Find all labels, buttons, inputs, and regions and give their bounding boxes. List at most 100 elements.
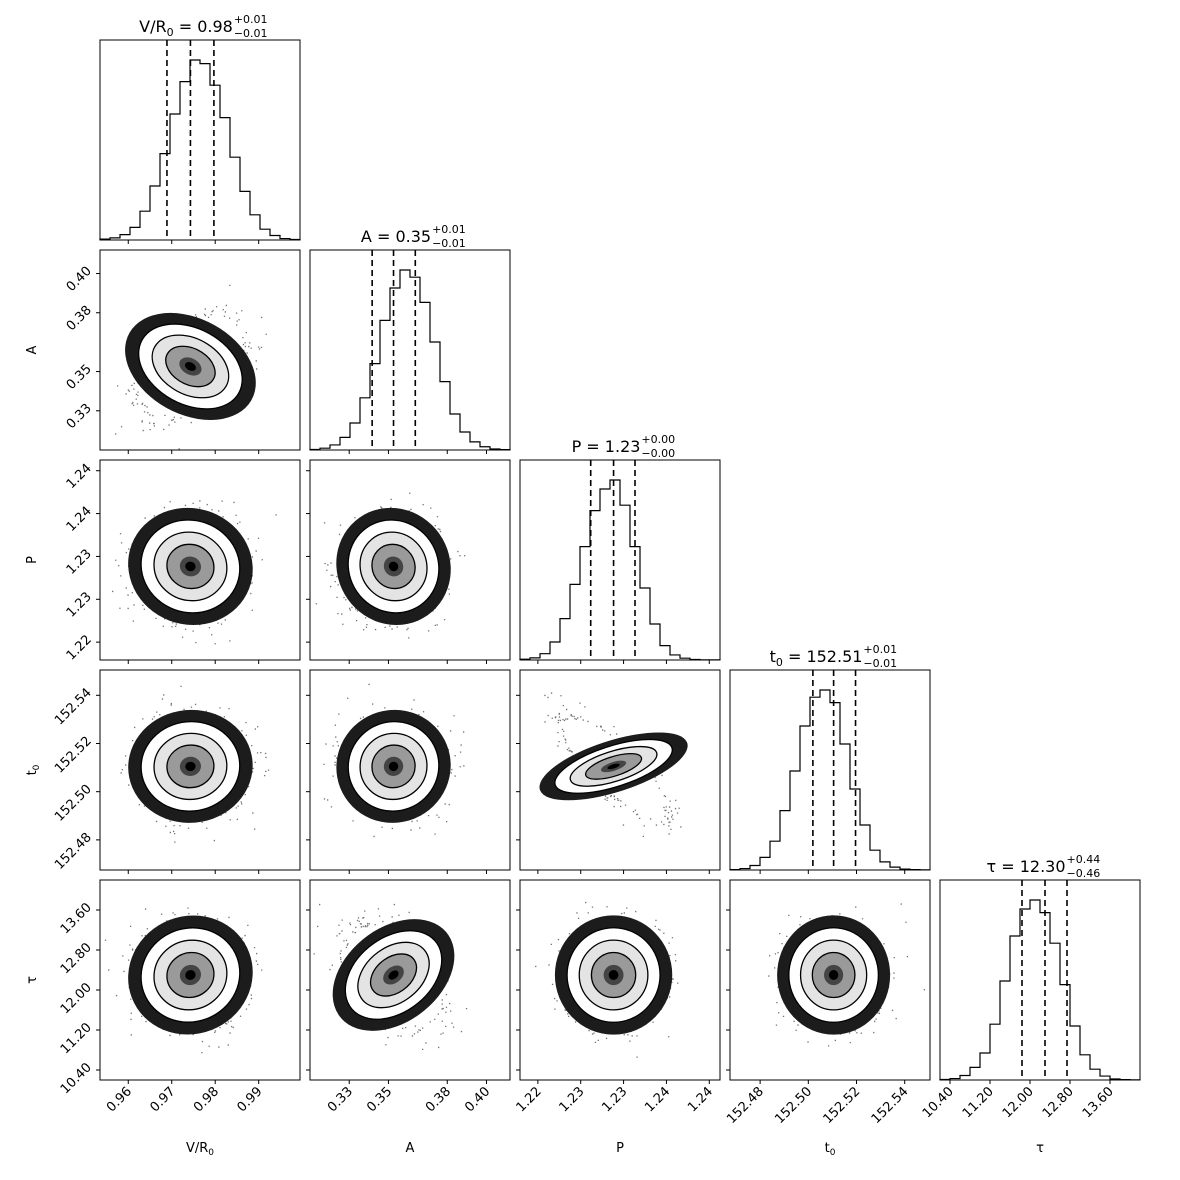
title-A: A = 0.35 <box>361 227 431 246</box>
scatter-panel-V-tau: 0.96 0.97 0.98 0.99 10.4011.2012.0012.8013.6… <box>58 879 301 1115</box>
panel-frame <box>99 669 301 871</box>
panel-frame <box>309 459 511 661</box>
histogram-tau <box>939 899 1141 1081</box>
panel-frame <box>729 879 931 1081</box>
x-tick-label-P: 1.22 <box>514 1084 545 1115</box>
hist-panel-t0: t0 = 152.51 +0.01−0.01 <box>729 643 931 874</box>
scatter-panel-P-tau: 1.22 1.23 1.23 1.24 1.24 <box>514 879 721 1115</box>
title-minus-tau: −0.46 <box>1067 867 1101 880</box>
x-axis-label-V: V/R0 <box>186 1141 214 1158</box>
y-tick-label-P: 1.24 <box>64 504 95 535</box>
scatter-panel-A-P <box>306 459 511 664</box>
panel-frame <box>99 249 301 451</box>
title-plus-V: +0.01 <box>234 13 268 26</box>
y-tick-label-tau: 13.60 <box>58 900 95 937</box>
panel-frame <box>99 879 301 1081</box>
x-axis-label-A: A <box>406 1141 415 1156</box>
x-tick-label-t0: 152.50 <box>772 1084 815 1127</box>
x-tick-label-A: 0.35 <box>364 1084 395 1115</box>
hist-panel-P: P = 1.23 +0.00−0.00 <box>519 433 721 664</box>
title-plus-tau: +0.44 <box>1067 853 1101 866</box>
density-peak <box>388 970 399 980</box>
x-tick-label-tau: 11.20 <box>960 1084 997 1121</box>
y-axis-label-A: A <box>25 345 40 354</box>
scatter-panel-V-A: 0.33 0.35 0.38 0.40 <box>64 249 301 454</box>
panel-frame <box>519 879 721 1081</box>
x-tick-label-A: 0.38 <box>423 1084 454 1115</box>
panel-frame <box>99 39 301 241</box>
x-tick-label-t0: 152.54 <box>869 1084 912 1127</box>
scatter-panel-V-t0: 152.48 152.50 152.52 152.54 <box>52 669 301 874</box>
panel-frame <box>729 669 931 871</box>
hist-panel-A: A = 0.35 +0.01−0.01 <box>309 223 511 454</box>
density-peak <box>185 970 196 980</box>
panel-frame <box>309 879 511 1081</box>
x-axis-label-P: P <box>616 1141 624 1156</box>
y-tick-label-tau: 12.00 <box>58 980 95 1017</box>
histogram-t0 <box>729 689 931 871</box>
x-tick-label-P: 1.23 <box>556 1084 587 1115</box>
y-tick-label-t0: 152.50 <box>52 782 95 825</box>
panel-frame <box>99 459 301 661</box>
title-tau: τ = 12.30 <box>986 857 1065 876</box>
x-tick-label-P: 1.24 <box>642 1084 673 1115</box>
density-peak <box>607 763 620 770</box>
scatter-panel-A-tau: 0.33 0.35 0.38 0.40 <box>306 879 511 1115</box>
x-tick-label-P: 1.23 <box>599 1084 630 1115</box>
y-axis-label-t0: t0 <box>25 764 42 775</box>
histogram-P <box>519 479 721 661</box>
x-tick-label-V: 0.98 <box>191 1084 222 1115</box>
hist-panel-tau: τ = 12.30 +0.44−0.46 10.40 11.20 12.00 12.80 1… <box>920 853 1141 1121</box>
panel-frame <box>519 669 721 871</box>
title-minus-A: −0.01 <box>432 237 466 250</box>
y-tick-label-A: 0.35 <box>64 362 95 393</box>
y-tick-label-A: 0.40 <box>64 264 95 295</box>
density-peak <box>185 561 196 572</box>
density-peak <box>388 561 399 572</box>
density-peak <box>388 761 399 772</box>
y-tick-label-P: 1.24 <box>64 461 95 492</box>
y-tick-label-tau: 10.40 <box>58 1060 95 1097</box>
title-plus-t0: +0.01 <box>863 643 897 656</box>
x-tick-label-t0: 152.48 <box>724 1084 767 1127</box>
scatter-panel-A-t0 <box>306 669 511 874</box>
y-tick-label-t0: 152.48 <box>52 830 95 873</box>
y-tick-label-A: 0.38 <box>64 303 95 334</box>
x-axis-label-tau: τ <box>1036 1141 1044 1156</box>
title-minus-P: −0.00 <box>641 447 675 460</box>
density-peak <box>828 970 839 980</box>
scatter-panel-P-t0 <box>516 669 721 874</box>
title-P: P = 1.23 <box>572 437 641 456</box>
histogram-V <box>99 59 301 241</box>
x-tick-label-tau: 12.80 <box>1040 1084 1077 1121</box>
x-tick-label-t0: 152.52 <box>821 1084 864 1127</box>
y-tick-label-P: 1.23 <box>64 547 95 578</box>
y-tick-label-t0: 152.52 <box>52 734 95 777</box>
y-tick-label-P: 1.22 <box>64 632 95 663</box>
x-tick-label-A: 0.40 <box>462 1084 493 1115</box>
panel-frame <box>309 249 511 451</box>
density-peak <box>185 761 196 772</box>
density-peak <box>185 362 196 371</box>
scatter-panel-V-P: 1.22 1.23 1.23 1.24 1.24 <box>64 459 301 664</box>
hist-panel-V: V/R0 = 0.98 +0.01−0.01 <box>99 13 301 244</box>
x-tick-label-P: 1.24 <box>685 1084 716 1115</box>
title-V: V/R0 = 0.98 <box>139 17 233 39</box>
y-tick-label-tau: 12.80 <box>58 940 95 977</box>
x-tick-label-tau: 10.40 <box>920 1084 957 1121</box>
x-tick-label-A: 0.33 <box>325 1084 356 1115</box>
title-minus-V: −0.01 <box>234 27 268 40</box>
y-tick-label-A: 0.33 <box>64 401 95 432</box>
y-tick-label-t0: 152.54 <box>52 686 95 729</box>
histogram-A <box>309 269 511 451</box>
y-axis-label-tau: τ <box>25 976 40 984</box>
x-tick-label-tau: 12.00 <box>1000 1084 1037 1121</box>
title-t0: t0 = 152.51 <box>770 647 863 669</box>
x-tick-label-tau: 13.60 <box>1080 1084 1117 1121</box>
title-plus-P: +0.00 <box>641 433 675 446</box>
title-minus-t0: −0.01 <box>863 657 897 670</box>
x-tick-label-V: 0.97 <box>147 1084 178 1115</box>
x-axis-label-t0: t0 <box>825 1141 836 1158</box>
title-plus-A: +0.01 <box>432 223 466 236</box>
